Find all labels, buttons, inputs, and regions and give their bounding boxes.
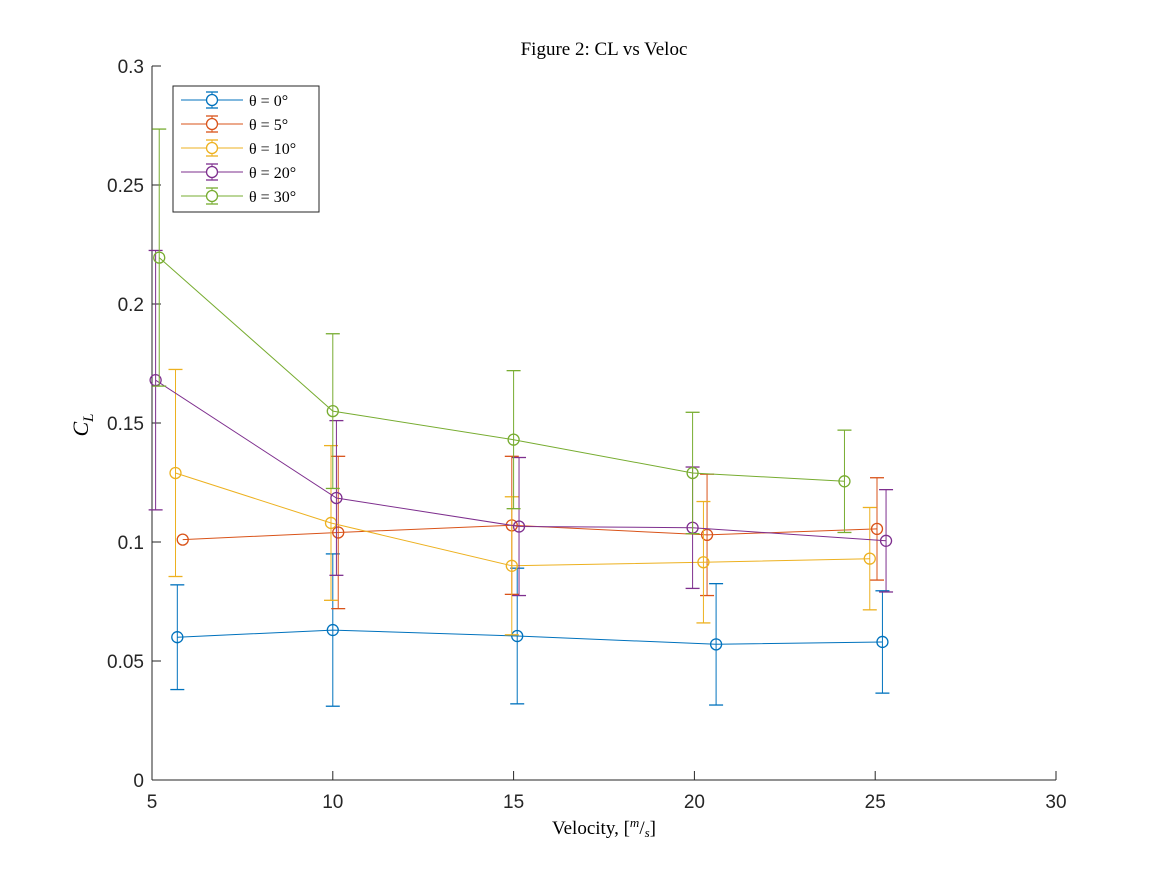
y-tick-label: 0.05 [107,652,144,673]
legend-label: θ = 20° [249,165,296,182]
legend-label: θ = 5° [249,117,288,134]
series-4 [152,128,852,535]
x-axis-label-unit-num: m [630,815,639,830]
series-line [175,472,870,567]
y-axis-label-main: C [68,422,93,437]
y-tick-label: 0.25 [107,176,144,197]
chart-title: Figure 2: CL vs Veloc [521,39,688,60]
data-point [176,533,189,546]
y-tick-label: 0 [133,771,144,792]
data-point [709,638,723,651]
data-point [326,623,339,637]
x-tick-label: 30 [1045,792,1066,813]
data-point [153,251,166,264]
legend-marker [205,165,219,179]
y-axis-label-sub: L [81,413,97,422]
data-point [686,466,699,480]
legend-label: θ = 30° [249,189,296,206]
x-tick-label: 20 [684,792,705,813]
data-point [876,635,889,649]
data-point [505,559,518,572]
data-point [870,522,884,536]
data-point [330,491,343,505]
x-tick-label: 25 [865,792,886,813]
data-point [169,466,182,480]
axes: 5 10 15 20 25 30 0 0.05 0.1 0.15 0.2 0.25 0.3 [107,57,1067,813]
legend-label: θ = 0° [249,93,288,110]
y-tick-label: 0.3 [118,57,144,78]
data-point [700,528,714,542]
legend-marker [205,141,219,155]
x-tick-label: 5 [147,792,158,813]
plot-area [148,128,894,707]
series-line [182,524,878,541]
x-tick-label: 15 [503,792,524,813]
y-axis-label: CL [68,413,97,436]
data-point [838,475,851,488]
x-axis-label-unit-slash: / [639,818,645,839]
x-axis-label-prefix: Velocity, [ [552,818,630,839]
data-point [511,629,524,643]
x-axis-label-unit-den: s [645,825,650,840]
legend-marker [205,93,219,107]
series-2 [168,368,877,636]
data-point [332,526,345,539]
data-point [326,404,339,418]
x-axis-label: Velocity, [m/s] [552,815,656,840]
legend-marker [205,117,219,131]
legend-box [172,85,320,213]
data-point [879,534,893,547]
series-3 [148,249,894,597]
legend-entry: θ = 5° [181,115,288,134]
legend: θ = 0° θ = 5° θ = 10° θ = 20° θ = 30° [172,85,320,213]
legend-label: θ = 10° [249,141,296,158]
legend-entry: θ = 20° [181,163,296,182]
y-tick-label: 0.1 [118,533,144,554]
data-point [697,556,710,569]
data-point [171,631,184,644]
legend-entry: θ = 10° [181,139,296,158]
series-line [177,629,883,645]
y-tick-label: 0.15 [107,414,144,435]
data-point [507,433,520,446]
data-point [863,552,876,565]
series-0 [170,553,890,707]
series-1 [176,455,885,610]
series-line [158,257,845,482]
x-tick-label: 10 [322,792,343,813]
x-axis-label-suffix: ] [650,818,656,839]
legend-marker [205,189,219,203]
y-tick-label: 0.2 [118,295,144,316]
data-point [512,520,526,533]
legend-entry: θ = 30° [181,187,296,206]
legend-entry: θ = 0° [181,91,288,110]
series-line [155,379,887,542]
